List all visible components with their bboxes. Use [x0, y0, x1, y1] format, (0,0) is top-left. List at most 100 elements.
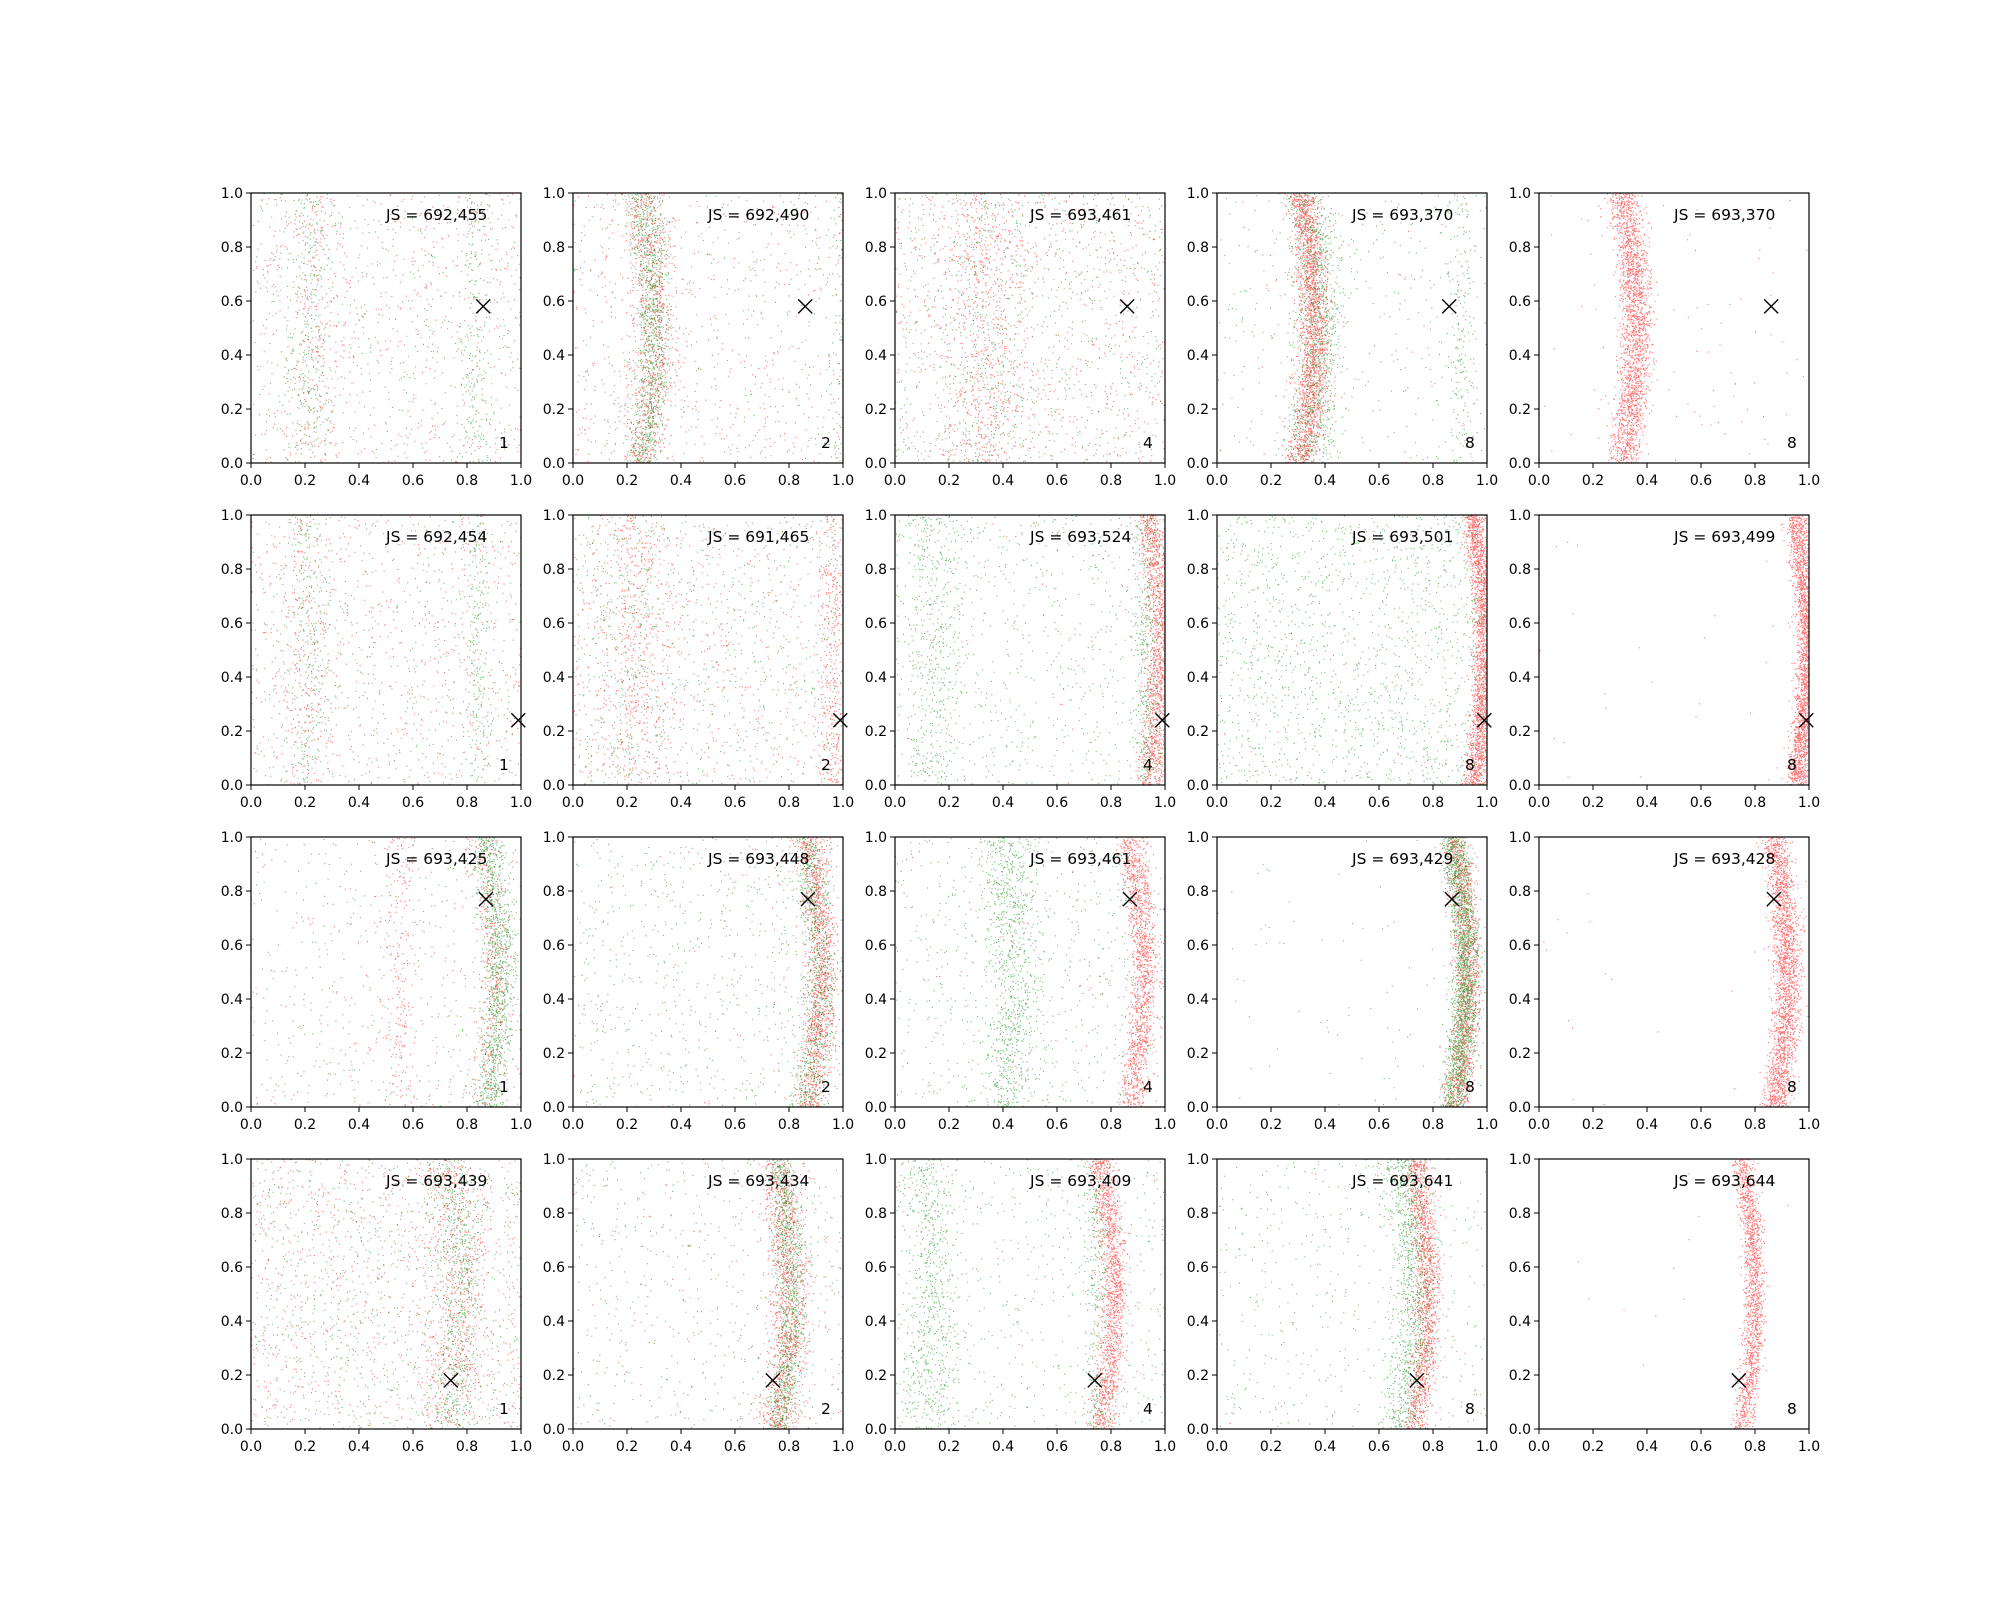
x-tick-label: 0.0 [240, 795, 262, 811]
y-tick-label: 1.0 [1187, 830, 1209, 846]
x-tick-label: 1.0 [832, 1117, 854, 1133]
y-tick-label: 0.6 [1509, 294, 1531, 310]
x-tick-label: 0.8 [1744, 473, 1766, 489]
k-label: 4 [1143, 756, 1153, 774]
x-tick-label: 1.0 [1798, 1439, 1820, 1455]
x-tick-label: 0.0 [1206, 795, 1228, 811]
y-tick-label: 0.2 [221, 724, 243, 740]
x-tick-label: 0.2 [1260, 1117, 1282, 1133]
k-label: 8 [1465, 1400, 1475, 1418]
y-tick-label: 0.0 [1187, 778, 1209, 794]
y-tick-label: 1.0 [1187, 1152, 1209, 1168]
y-tick-label: 0.8 [865, 240, 887, 256]
y-tick-label: 0.6 [221, 1260, 243, 1276]
y-tick-label: 0.6 [865, 1260, 887, 1276]
js-score-label: JS = 693,461 [1029, 206, 1131, 224]
x-tick-label: 0.8 [1744, 1117, 1766, 1133]
y-tick-label: 0.2 [1509, 402, 1531, 418]
x-tick-label: 0.2 [294, 1439, 316, 1455]
y-tick-label: 0.0 [543, 778, 565, 794]
y-tick-label: 0.2 [1509, 1046, 1531, 1062]
y-tick-label: 0.0 [221, 456, 243, 472]
y-tick-label: 0.6 [1187, 616, 1209, 632]
y-tick-label: 0.6 [221, 938, 243, 954]
y-tick-label: 0.8 [221, 240, 243, 256]
y-tick-label: 0.8 [1509, 884, 1531, 900]
x-tick-label: 0.4 [670, 1117, 692, 1133]
x-tick-label: 0.2 [938, 1117, 960, 1133]
x-tick-label: 1.0 [832, 1439, 854, 1455]
y-tick-label: 0.2 [865, 1368, 887, 1384]
y-tick-label: 0.0 [221, 778, 243, 794]
y-tick-label: 0.8 [221, 884, 243, 900]
x-tick-label: 0.8 [1100, 473, 1122, 489]
y-tick-label: 0.8 [543, 240, 565, 256]
x-tick-label: 0.2 [294, 1117, 316, 1133]
x-tick-label: 0.0 [1206, 1117, 1228, 1133]
y-tick-label: 0.0 [543, 456, 565, 472]
y-tick-label: 0.0 [543, 1422, 565, 1438]
y-tick-label: 0.4 [865, 1314, 887, 1330]
y-tick-label: 0.0 [865, 1100, 887, 1116]
y-tick-label: 0.2 [865, 1046, 887, 1062]
y-tick-label: 0.4 [1509, 992, 1531, 1008]
y-tick-label: 0.6 [1509, 938, 1531, 954]
y-tick-label: 1.0 [1509, 1152, 1531, 1168]
k-label: 2 [821, 1078, 831, 1096]
x-tick-label: 0.6 [1046, 1117, 1068, 1133]
x-tick-label: 0.8 [456, 1117, 478, 1133]
x-tick-label: 0.4 [1314, 473, 1336, 489]
x-tick-label: 0.6 [1690, 795, 1712, 811]
x-tick-label: 1.0 [1154, 1439, 1176, 1455]
k-label: 4 [1143, 1400, 1153, 1418]
y-tick-label: 0.2 [1509, 1368, 1531, 1384]
x-tick-label: 1.0 [1476, 1439, 1498, 1455]
x-tick-label: 0.2 [1582, 1117, 1604, 1133]
x-tick-label: 1.0 [1154, 795, 1176, 811]
y-tick-label: 0.6 [1509, 1260, 1531, 1276]
x-tick-label: 0.4 [992, 1439, 1014, 1455]
x-tick-label: 1.0 [510, 1117, 532, 1133]
y-tick-label: 0.6 [865, 294, 887, 310]
x-tick-label: 0.4 [348, 795, 370, 811]
x-tick-label: 0.6 [724, 473, 746, 489]
y-tick-label: 0.6 [1187, 294, 1209, 310]
y-tick-label: 0.4 [1509, 670, 1531, 686]
x-tick-label: 0.4 [992, 795, 1014, 811]
y-tick-label: 0.2 [543, 402, 565, 418]
y-tick-label: 1.0 [543, 830, 565, 846]
y-tick-label: 0.0 [1509, 456, 1531, 472]
y-tick-label: 0.4 [865, 670, 887, 686]
x-tick-label: 1.0 [1476, 795, 1498, 811]
k-label: 8 [1787, 1078, 1797, 1096]
y-tick-label: 1.0 [221, 508, 243, 524]
x-tick-label: 0.6 [1046, 795, 1068, 811]
x-tick-label: 0.2 [1582, 1439, 1604, 1455]
x-tick-label: 0.6 [724, 1117, 746, 1133]
y-tick-label: 1.0 [1509, 186, 1531, 202]
x-tick-label: 0.6 [402, 1117, 424, 1133]
js-score-label: JS = 692,455 [385, 206, 487, 224]
x-tick-label: 0.0 [1528, 1117, 1550, 1133]
y-tick-label: 0.4 [865, 992, 887, 1008]
x-tick-label: 1.0 [832, 795, 854, 811]
x-tick-label: 0.6 [1690, 1117, 1712, 1133]
y-tick-label: 0.6 [543, 294, 565, 310]
y-tick-label: 0.0 [1187, 456, 1209, 472]
x-tick-label: 1.0 [1798, 473, 1820, 489]
x-tick-label: 0.0 [884, 473, 906, 489]
y-tick-label: 1.0 [1187, 186, 1209, 202]
y-tick-label: 0.4 [1187, 992, 1209, 1008]
k-label: 1 [499, 1078, 509, 1096]
y-tick-label: 0.4 [221, 1314, 243, 1330]
x-tick-label: 0.0 [562, 1439, 584, 1455]
x-tick-label: 0.8 [456, 795, 478, 811]
x-tick-label: 0.8 [1100, 1117, 1122, 1133]
x-tick-label: 0.6 [724, 795, 746, 811]
x-tick-label: 0.8 [778, 795, 800, 811]
x-tick-label: 0.8 [778, 1117, 800, 1133]
y-tick-label: 1.0 [1509, 830, 1531, 846]
x-tick-label: 0.6 [402, 473, 424, 489]
js-score-label: JS = 693,409 [1029, 1172, 1131, 1190]
y-tick-label: 0.2 [221, 402, 243, 418]
